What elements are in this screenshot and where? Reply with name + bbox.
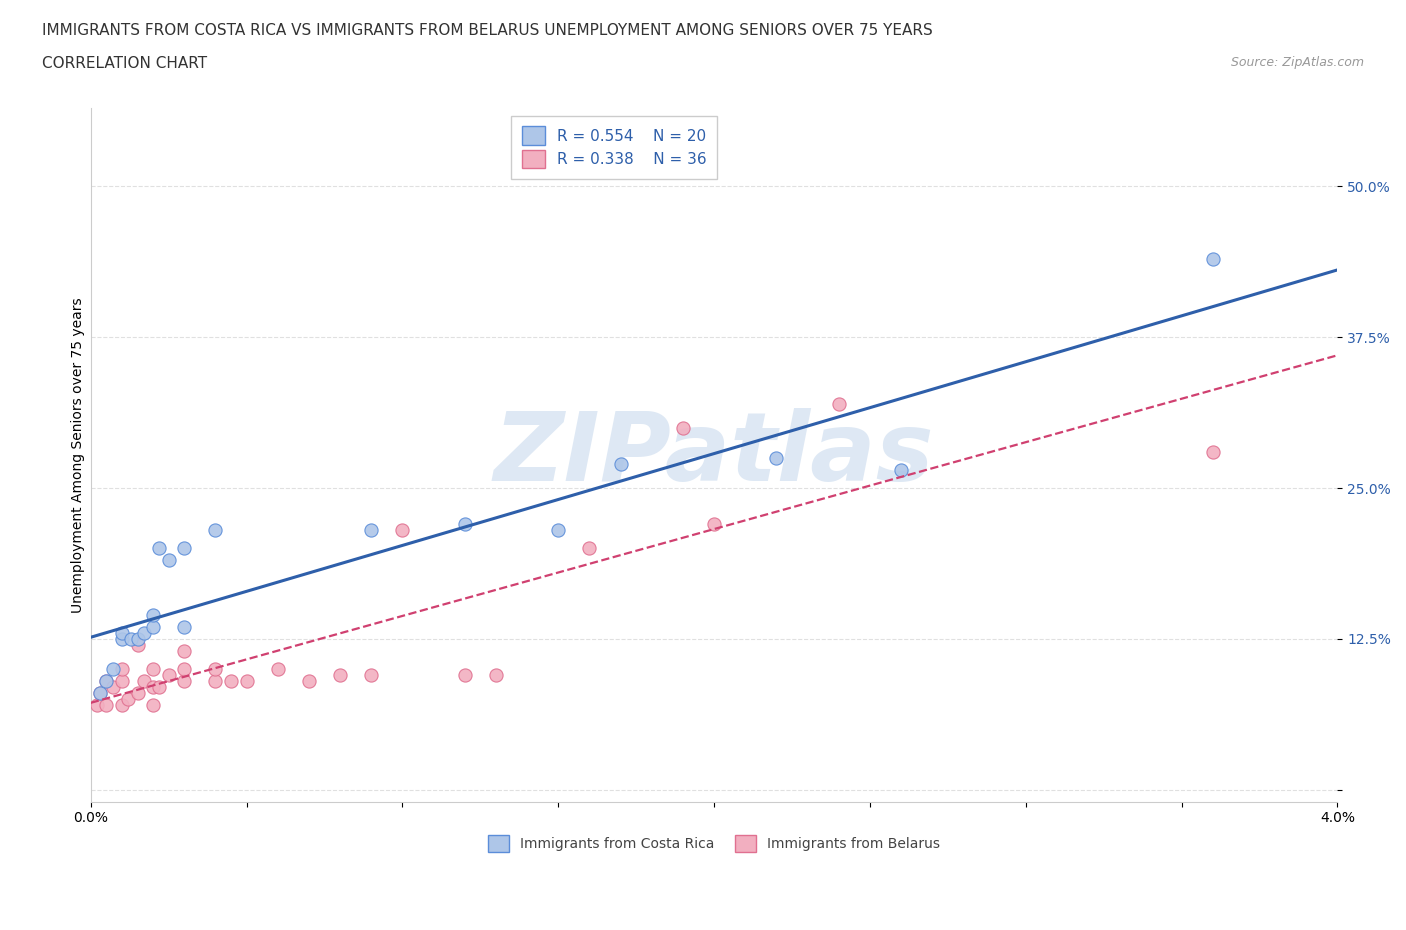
Point — [235, 673, 257, 688]
Point — [454, 517, 477, 532]
Point — [219, 673, 242, 688]
Point — [142, 619, 165, 634]
Point — [204, 661, 226, 676]
Text: CORRELATION CHART: CORRELATION CHART — [42, 56, 207, 71]
Point — [148, 680, 170, 695]
Y-axis label: Unemployment Among Seniors over 75 years: Unemployment Among Seniors over 75 years — [72, 297, 86, 613]
Point — [890, 462, 912, 477]
Point — [142, 661, 165, 676]
Point — [765, 450, 787, 465]
Point — [267, 661, 290, 676]
Text: Source: ZipAtlas.com: Source: ZipAtlas.com — [1230, 56, 1364, 69]
Point — [127, 637, 149, 652]
Legend: Immigrants from Costa Rica, Immigrants from Belarus: Immigrants from Costa Rica, Immigrants f… — [482, 830, 946, 857]
Point — [298, 673, 321, 688]
Point — [111, 661, 134, 676]
Point — [132, 625, 155, 640]
Point — [360, 523, 382, 538]
Point — [173, 661, 195, 676]
Point — [547, 523, 569, 538]
Point — [173, 673, 195, 688]
Point — [111, 673, 134, 688]
Point — [111, 631, 134, 646]
Point — [173, 619, 195, 634]
Point — [96, 673, 118, 688]
Point — [485, 668, 508, 683]
Point — [329, 668, 352, 683]
Point — [454, 668, 477, 683]
Point — [86, 698, 108, 712]
Point — [101, 661, 124, 676]
Point — [1202, 251, 1225, 266]
Point — [89, 685, 111, 700]
Point — [127, 631, 149, 646]
Point — [672, 420, 695, 435]
Point — [111, 625, 134, 640]
Point — [703, 517, 725, 532]
Point — [101, 680, 124, 695]
Point — [157, 668, 180, 683]
Point — [96, 698, 118, 712]
Point — [1202, 445, 1225, 459]
Point — [173, 541, 195, 556]
Point — [578, 541, 600, 556]
Point — [117, 692, 139, 707]
Point — [120, 631, 142, 646]
Point — [89, 685, 111, 700]
Point — [609, 457, 631, 472]
Point — [148, 541, 170, 556]
Point — [127, 685, 149, 700]
Text: IMMIGRANTS FROM COSTA RICA VS IMMIGRANTS FROM BELARUS UNEMPLOYMENT AMONG SENIORS: IMMIGRANTS FROM COSTA RICA VS IMMIGRANTS… — [42, 23, 934, 38]
Point — [828, 396, 851, 411]
Point — [132, 673, 155, 688]
Point — [96, 673, 118, 688]
Text: ZIPatlas: ZIPatlas — [494, 408, 935, 501]
Point — [173, 644, 195, 658]
Point — [204, 673, 226, 688]
Point — [391, 523, 413, 538]
Point — [204, 523, 226, 538]
Point — [111, 698, 134, 712]
Point — [360, 668, 382, 683]
Point — [157, 553, 180, 568]
Point — [142, 607, 165, 622]
Point — [142, 698, 165, 712]
Point — [142, 680, 165, 695]
